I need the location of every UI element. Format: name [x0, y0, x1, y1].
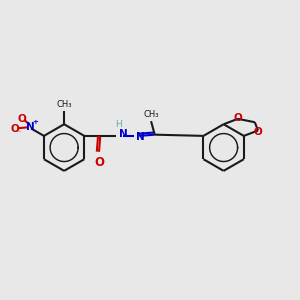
Text: H: H [115, 119, 122, 128]
Text: O: O [254, 127, 263, 137]
Text: ⁻: ⁻ [16, 128, 21, 137]
Text: CH₃: CH₃ [56, 100, 72, 109]
Text: O: O [94, 155, 104, 169]
Text: O: O [234, 113, 242, 123]
Text: O: O [17, 114, 26, 124]
Text: N: N [26, 122, 34, 132]
Text: O: O [10, 124, 19, 134]
Text: CH₃: CH₃ [143, 110, 159, 119]
Text: N: N [136, 132, 145, 142]
Text: N: N [119, 129, 128, 139]
Text: +: + [33, 119, 38, 125]
